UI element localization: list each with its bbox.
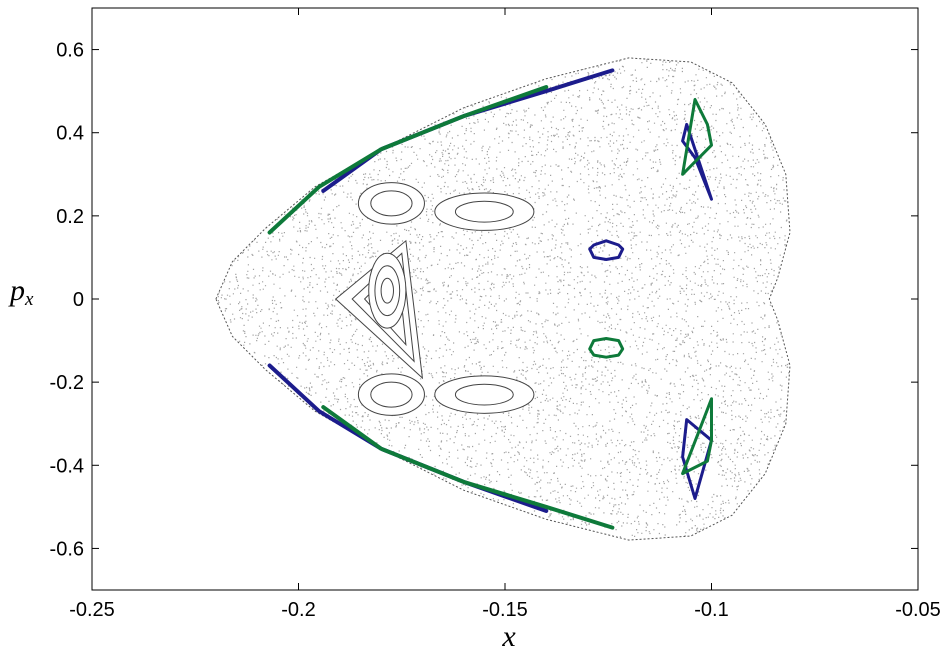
y-tick-label: 0.2 (56, 206, 84, 228)
plot-axes (91, 7, 919, 591)
x-tick-label: -0.15 (482, 599, 528, 621)
torus-curve (380, 277, 394, 304)
y-tick-label: -0.4 (50, 455, 84, 477)
x-tick-label: -0.2 (281, 599, 315, 621)
y-tick-label: 0.4 (56, 123, 84, 145)
torus-curve (370, 190, 413, 217)
orbit-blue (681, 122, 713, 201)
y-axis-title-main: p (8, 274, 25, 307)
chaotic-boundary-curve (215, 57, 791, 541)
y-tick-label: 0.6 (56, 40, 84, 62)
torus-curve (370, 381, 413, 408)
y-tick-labels: -0.6 -0.4 -0.2 0 0.2 0.4 0.6 (50, 40, 84, 561)
x-tick-label: -0.1 (694, 599, 728, 621)
chaotic-boundary (215, 57, 791, 541)
regular-islands (334, 182, 535, 416)
y-tick-label: 0 (73, 289, 84, 311)
torus-curve (454, 383, 514, 406)
orbit-green (588, 337, 625, 359)
orbit-blue (321, 68, 615, 193)
orbit-blue (681, 418, 713, 500)
y-axis-title-sub: x (24, 289, 34, 310)
y-axis-title: px (8, 274, 34, 310)
orbit-green (267, 85, 549, 235)
orbit-green (681, 397, 713, 476)
x-tick-label: -0.25 (69, 599, 115, 621)
chaotic-sea-dots (215, 57, 790, 541)
orbit-green (321, 405, 615, 530)
torus-curve (454, 200, 514, 223)
x-tick-label: -0.05 (895, 599, 941, 621)
x-tick-labels: -0.25 -0.2 -0.15 -0.1 -0.05 (69, 599, 941, 621)
orbit-green (681, 98, 713, 176)
y-tick-label: -0.2 (50, 372, 84, 394)
x-axis-title: x (501, 620, 516, 653)
y-tick-label: -0.6 (50, 538, 84, 560)
orbit-blue (588, 239, 625, 261)
orbit-series (267, 68, 713, 530)
chaotic-sea (215, 57, 790, 541)
